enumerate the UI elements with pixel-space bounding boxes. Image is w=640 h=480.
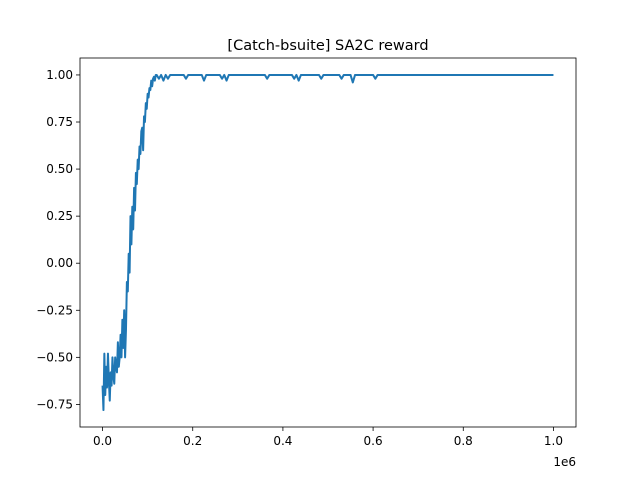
x-tick-label: 0.4	[273, 434, 292, 448]
y-tick-label: −0.25	[36, 303, 73, 317]
x-tick-label: 0.0	[93, 434, 112, 448]
x-tick-label: 0.2	[183, 434, 202, 448]
y-tick-label: −0.75	[36, 397, 73, 411]
plot-area: 0.0 0.2 0.4 0.6 0.8 1.0 −0.75 −0.50 −0.25 0.00 0.2…	[36, 57, 577, 448]
y-tick-label: −0.50	[36, 350, 73, 364]
y-tick-label: 0.75	[46, 115, 73, 129]
series-line-0	[101, 73, 554, 412]
x-tick-label: 0.6	[364, 434, 383, 448]
x-tick-label: 1.0	[544, 434, 563, 448]
y-tick-label: 0.00	[46, 256, 73, 270]
x-tick-label: 0.8	[454, 434, 473, 448]
y-tick-label: 0.25	[46, 209, 73, 223]
y-tick-label: 1.00	[46, 68, 73, 82]
y-tick-label: 0.50	[46, 162, 73, 176]
axes-frame	[79, 57, 577, 428]
x-offset-label: 1e6	[553, 455, 576, 469]
chart-title: [Catch-bsuite] SA2C reward	[227, 38, 428, 54]
